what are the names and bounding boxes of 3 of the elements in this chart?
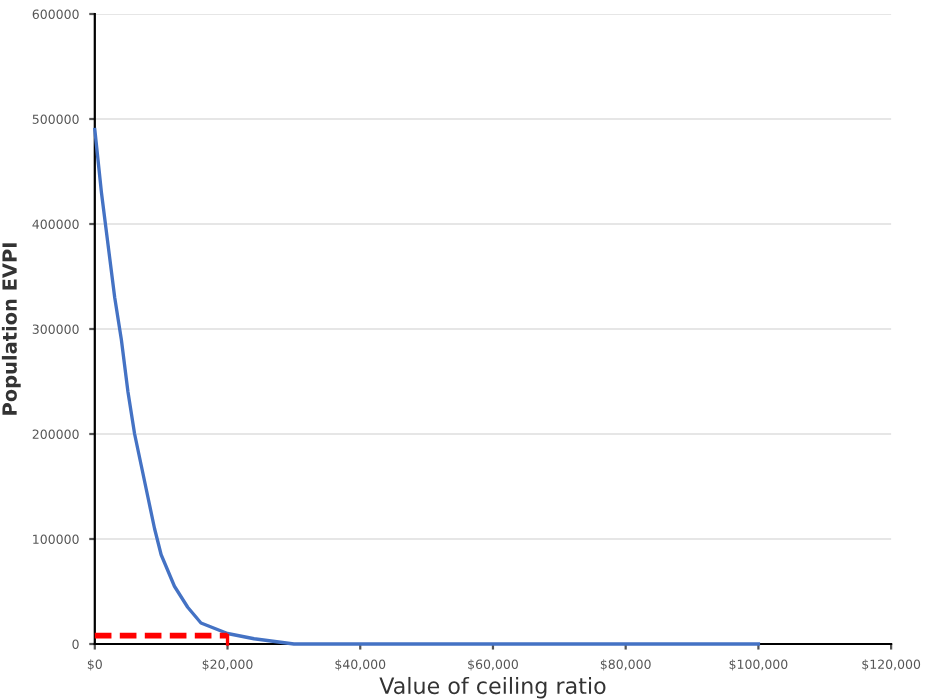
y-axis-title: Population EVPI <box>1 243 21 415</box>
x-axis-title: Value of ceiling ratio <box>379 676 606 699</box>
line-series <box>93 127 761 646</box>
